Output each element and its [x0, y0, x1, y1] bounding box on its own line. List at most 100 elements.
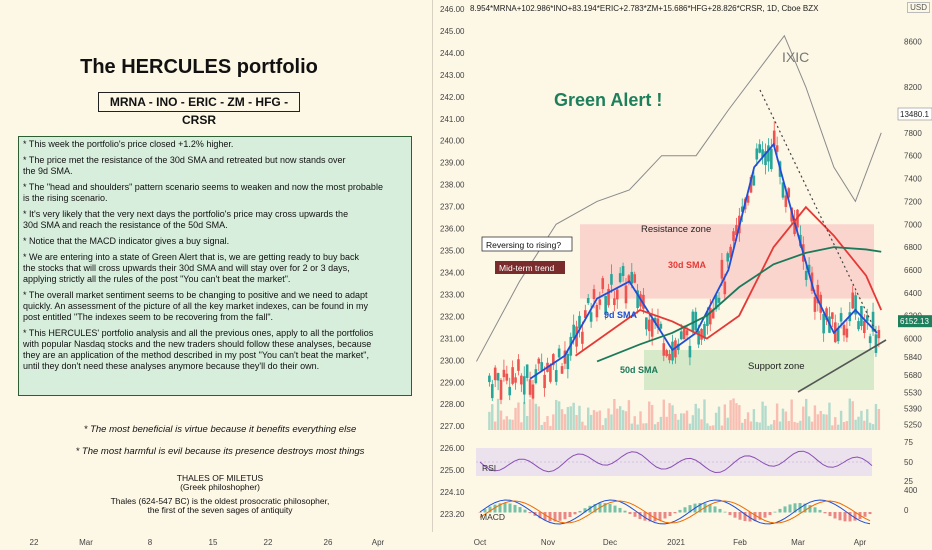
volume-bar — [613, 398, 616, 430]
volume-bar — [805, 398, 808, 430]
volume-bar — [767, 425, 770, 430]
macd-histogram-bar — [543, 512, 547, 521]
macd-histogram-bar — [743, 512, 747, 522]
right-axis-tick: 5840 — [904, 353, 922, 362]
candle-body — [627, 275, 631, 282]
mid-term-box — [495, 261, 565, 274]
candle-body — [729, 246, 732, 258]
volume-bar — [618, 406, 622, 430]
left-axis-divider — [432, 0, 433, 532]
candle-body — [796, 209, 799, 228]
macd-histogram-bar — [768, 512, 772, 516]
candle-body — [522, 376, 526, 395]
volume-bar — [520, 422, 523, 430]
candle-body — [819, 294, 823, 313]
macd-histogram-bar — [853, 512, 857, 521]
macd-histogram-bar — [763, 512, 767, 518]
volume-bar — [581, 421, 584, 430]
author-role: (Greek philoshopher) — [180, 482, 260, 492]
candle-body — [613, 298, 616, 306]
volume-bar — [621, 410, 625, 430]
volume-bar — [746, 412, 750, 430]
left-axis-tick: 246.00 — [440, 5, 465, 14]
ixic-last-value: 13480.1 — [900, 110, 929, 119]
candle-body — [575, 326, 578, 347]
volume-bar — [732, 398, 735, 430]
support-zone — [644, 350, 874, 390]
x-axis-tick-left: 8 — [148, 538, 153, 547]
x-axis-tick-right: Dec — [603, 538, 617, 547]
candle-body — [685, 330, 689, 336]
quote-evil: * The most harmful is evil because its p… — [75, 446, 365, 457]
last-price-badge — [898, 315, 932, 328]
candle-body — [831, 312, 834, 319]
candle-body — [816, 284, 820, 304]
volume-bar — [822, 414, 825, 430]
volume-bar — [595, 411, 599, 430]
volume-bar — [752, 409, 756, 430]
right-axis-tick: 8600 — [904, 37, 922, 46]
macd-histogram-bar — [803, 503, 807, 513]
left-axis-tick: 234.00 — [440, 268, 465, 277]
candle-body — [636, 290, 639, 308]
volume-bar — [499, 410, 503, 430]
candle-body — [781, 182, 785, 198]
analysis-bullet: * The price met the resistance of the 30… — [23, 155, 346, 176]
candle-body — [505, 373, 509, 381]
volume-bar — [610, 414, 613, 430]
volume-bar — [491, 404, 494, 430]
macd-histogram-bar — [663, 512, 667, 519]
candle-body — [656, 318, 660, 328]
candle-body — [854, 295, 857, 315]
sma9-line — [529, 142, 878, 380]
macd-histogram-bar — [718, 508, 722, 513]
volume-bar — [839, 410, 843, 430]
volume-bar — [578, 405, 581, 430]
macd-histogram-bar — [578, 510, 582, 513]
macd-histogram-bar — [523, 509, 527, 513]
rsi-band — [476, 448, 872, 476]
volume-bar — [680, 413, 683, 430]
volume-bar — [793, 421, 796, 430]
analysis-bullet: * The "head and shoulders" pattern scena… — [23, 182, 383, 203]
candle-body — [589, 312, 593, 322]
volume-bar — [639, 411, 642, 430]
candle-body — [868, 336, 872, 344]
currency-badge[interactable]: USD — [907, 2, 930, 13]
volume-bar — [589, 414, 593, 430]
macd-histogram-bar — [863, 512, 867, 517]
volume-bar — [694, 403, 697, 430]
resistance-zone — [580, 224, 874, 299]
candle-body — [691, 311, 695, 332]
candle-body — [645, 317, 648, 330]
volume-bar — [630, 423, 634, 430]
volume-bar — [799, 420, 802, 430]
macd-histogram-bar — [833, 512, 837, 519]
volume-bar — [645, 423, 648, 430]
volume-bar — [874, 403, 878, 430]
green-alert-label: Green Alert ! — [554, 90, 662, 110]
volume-bar — [816, 414, 820, 430]
volume-bar — [616, 408, 619, 430]
macd-histogram-bar — [598, 503, 602, 513]
right-axis-tick: 5250 — [904, 420, 922, 429]
candle-body — [833, 322, 837, 343]
volume-bar — [828, 402, 831, 430]
candle-body — [787, 188, 791, 198]
candle-body — [877, 329, 881, 339]
chart-header-title: 8.954*MRNA+102.986*INO+83.194*ERIC+2.783… — [470, 4, 819, 13]
macd-histogram-bar — [808, 505, 812, 513]
right-axis-tick: 6400 — [904, 289, 922, 298]
macd-histogram-bar — [583, 508, 587, 513]
volume-bar — [642, 423, 645, 430]
macd-histogram-bar — [748, 512, 752, 522]
candle-body — [601, 278, 605, 290]
candle-body — [749, 176, 753, 193]
macd-histogram-bar — [783, 506, 787, 513]
volume-bar — [555, 399, 558, 430]
volume-bar — [825, 414, 828, 430]
quote-virtue: * The most beneficial is virtue because … — [83, 424, 357, 435]
volume-bar — [758, 422, 761, 430]
author-description: the first of the seven sages of antiquit… — [147, 505, 293, 515]
left-axis-tick: 224.10 — [440, 488, 465, 497]
